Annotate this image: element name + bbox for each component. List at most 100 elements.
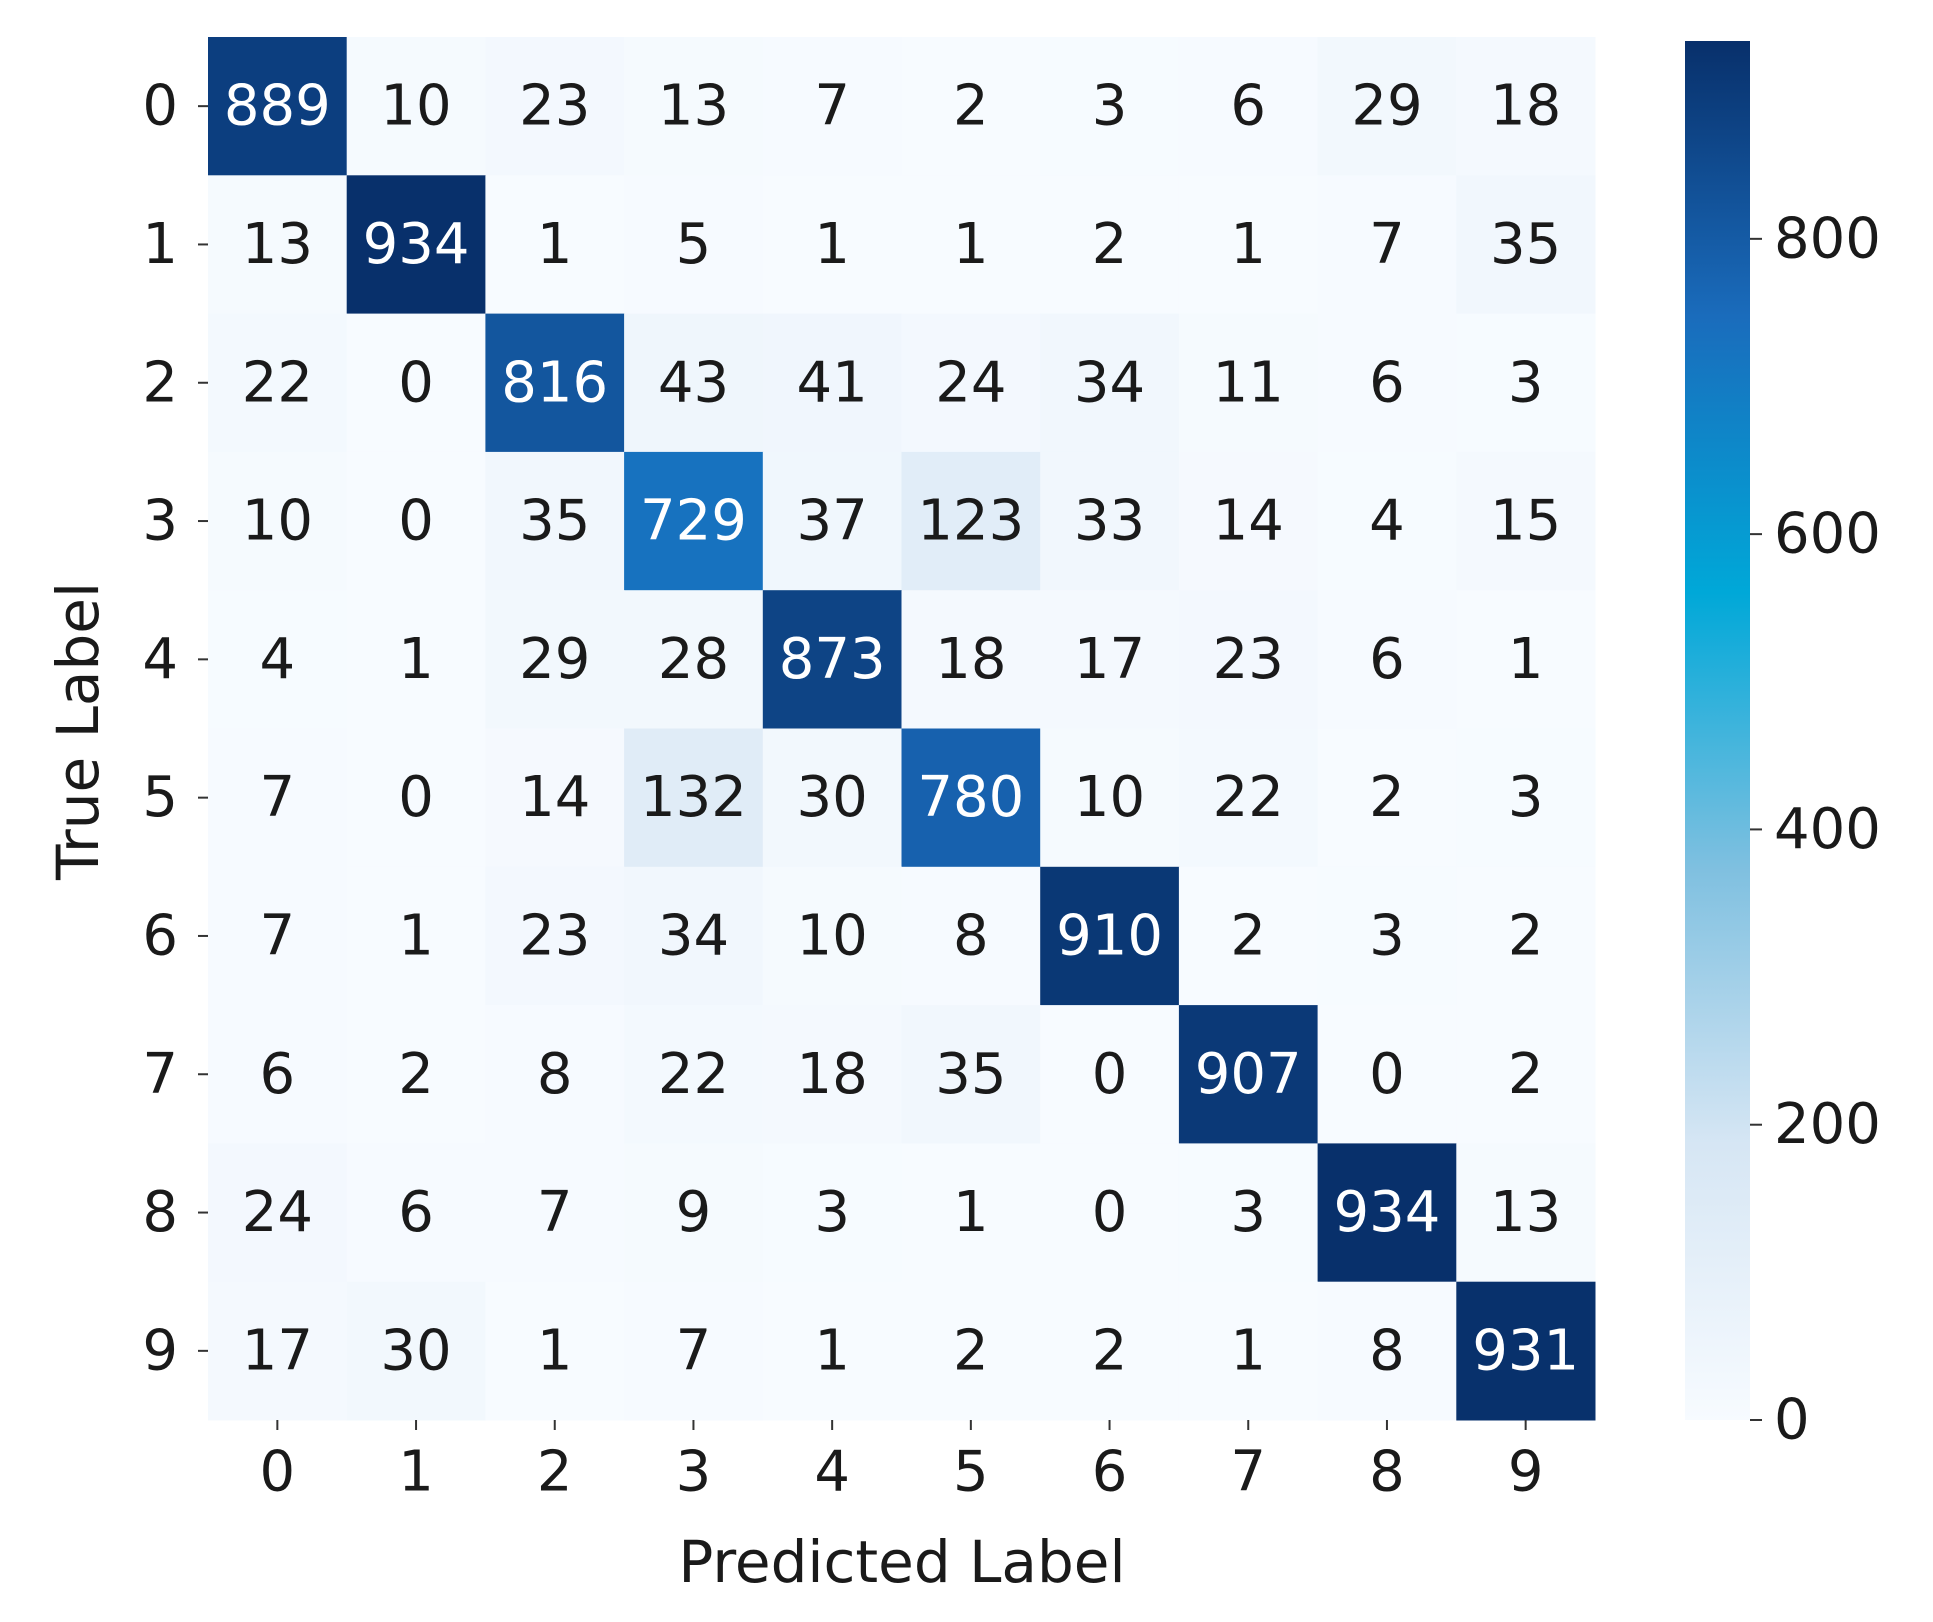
heatmap-cell: [1456, 1143, 1596, 1283]
heatmap-cell: [1040, 728, 1180, 868]
cell-label: 7: [260, 903, 296, 968]
cell-label: 2: [953, 74, 989, 139]
cell-label: 30: [380, 1318, 451, 1383]
heatmap-cell: [208, 451, 348, 591]
heatmap-cell: [1317, 590, 1457, 729]
heatmap-cell: [346, 866, 486, 1006]
heatmap-cell: [901, 590, 1041, 729]
cell-label: 35: [1490, 212, 1561, 277]
heatmap-cell: [1456, 313, 1596, 453]
cell-label: 18: [1490, 74, 1561, 139]
cell-label: 816: [501, 350, 608, 415]
x-tick-label: 2: [537, 1440, 573, 1505]
cell-label: 3: [1230, 1180, 1266, 1245]
cell-label: 1: [1230, 212, 1266, 277]
heatmap-cell: [762, 728, 902, 868]
heatmap-cell: [485, 1143, 625, 1283]
cell-label: 0: [1092, 1042, 1128, 1107]
heatmap-cell: [1178, 451, 1319, 591]
colorbar-tick-label: 400: [1774, 797, 1881, 862]
heatmap-cell: [1456, 1281, 1596, 1421]
cell-label: 5: [676, 212, 712, 277]
heatmap-cell: [346, 175, 486, 315]
heatmap-cell: [1178, 590, 1319, 729]
heatmap-cell: [1040, 37, 1180, 176]
cell-label: 910: [1056, 903, 1163, 968]
cell-label: 34: [658, 903, 729, 968]
heatmap-cell: [485, 728, 625, 868]
cell-label: 24: [242, 1180, 313, 1245]
heatmap-cell: [485, 866, 625, 1006]
heatmap-cell: [901, 313, 1041, 453]
heatmap-cell: [485, 37, 625, 176]
cell-label: 8: [1369, 1318, 1405, 1383]
heatmap-cell: [762, 1281, 902, 1421]
heatmap-cell: [1456, 728, 1596, 868]
x-axis-label: Predicted Label: [678, 1528, 1125, 1596]
heatmap-cell: [346, 313, 486, 453]
heatmap-cell: [1178, 866, 1319, 1006]
cell-label: 23: [1213, 627, 1284, 692]
heatmap-cell: [1178, 175, 1319, 315]
heatmap-cell: [208, 37, 348, 176]
cell-label: 8: [953, 903, 989, 968]
cell-label: 780: [917, 765, 1024, 830]
cell-label: 934: [363, 212, 470, 277]
cell-label: 13: [1490, 1180, 1561, 1245]
heatmap-cell: [624, 1143, 764, 1283]
heatmap-cell: [1178, 313, 1319, 453]
heatmap-cell: [208, 313, 348, 453]
heatmap-cell: [901, 37, 1041, 176]
heatmap-cell: [1317, 728, 1457, 868]
y-tick-label: 9: [142, 1318, 178, 1383]
heatmap-cell: [762, 1143, 902, 1283]
cell-label: 2: [1092, 212, 1128, 277]
heatmap-cell: [1178, 1281, 1319, 1421]
cell-label: 6: [398, 1180, 434, 1245]
cell-label: 22: [242, 350, 313, 415]
cell-label: 1: [398, 903, 434, 968]
heatmap-cell: [1456, 1005, 1596, 1144]
cell-label: 2: [1230, 903, 1266, 968]
heatmap-cell: [762, 451, 902, 591]
cell-label: 3: [1092, 74, 1128, 139]
cell-label: 43: [658, 350, 729, 415]
cell-label: 18: [797, 1042, 868, 1107]
cell-label: 29: [519, 627, 590, 692]
cell-label: 23: [519, 74, 590, 139]
cell-label: 1: [1230, 1318, 1266, 1383]
cell-label: 123: [917, 489, 1024, 554]
heatmap-cell: [1456, 451, 1596, 591]
cell-label: 889: [224, 74, 331, 139]
heatmap-cell: [762, 313, 902, 453]
heatmap-cell: [485, 313, 625, 453]
cell-label: 1: [537, 212, 573, 277]
cell-label: 7: [1369, 212, 1405, 277]
cell-label: 907: [1195, 1042, 1302, 1107]
heatmap-cell: [1178, 728, 1319, 868]
cell-label: 3: [1508, 350, 1544, 415]
heatmap-cell: [346, 1005, 486, 1144]
colorbar-tick-label: 800: [1774, 206, 1881, 271]
x-tick-label: 8: [1369, 1440, 1405, 1505]
y-tick-label: 5: [142, 765, 178, 830]
heatmap-cell: [1456, 866, 1596, 1006]
cell-label: 35: [519, 489, 590, 554]
heatmap-cell: [901, 728, 1041, 868]
heatmap-cell: [346, 1143, 486, 1283]
heatmap-cell: [1178, 1143, 1319, 1283]
heatmap-cell: [1040, 175, 1180, 315]
cell-label: 1: [537, 1318, 573, 1383]
cell-label: 28: [658, 627, 729, 692]
heatmap-cell: [485, 590, 625, 729]
cell-label: 6: [1369, 627, 1405, 692]
heatmap-cell: [208, 175, 348, 315]
heatmap-cell: [346, 37, 486, 176]
cell-label: 13: [658, 74, 729, 139]
heatmap-cell: [1040, 1143, 1180, 1283]
heatmap-cell: [1317, 1005, 1457, 1144]
cell-label: 931: [1472, 1318, 1579, 1383]
cell-label: 17: [242, 1318, 313, 1383]
heatmap-cell: [208, 1005, 348, 1144]
